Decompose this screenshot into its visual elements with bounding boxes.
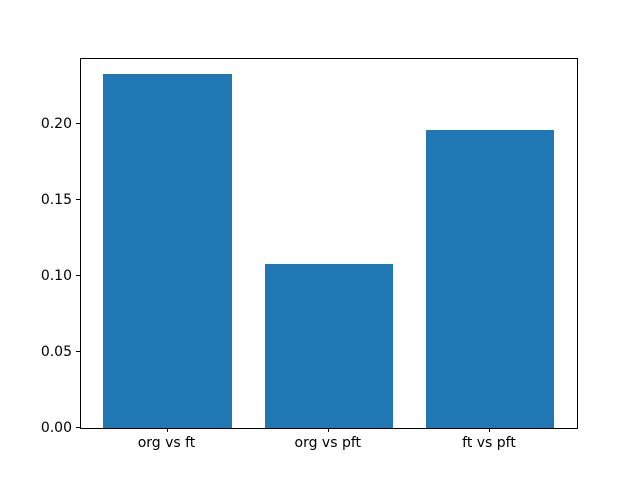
y-tick-label: 0.20 [40,115,72,132]
y-tick-label: 0.15 [40,191,72,208]
x-tick-mark [166,428,168,432]
y-tick-label: 0.00 [40,419,72,436]
bar-ft-vs-pft [425,130,554,428]
x-tick-mark [327,428,329,432]
plot-area [80,58,578,429]
y-tick-mark [76,427,80,428]
bar-org-vs-pft [264,263,393,428]
y-tick-mark [76,275,80,277]
x-tick-mark [489,428,490,432]
bar-org-vs-ft [103,73,232,428]
y-tick-mark [76,351,80,352]
x-tick-label: ft vs pft [462,435,516,451]
y-tick-label: 0.10 [40,267,72,284]
y-tick-mark [76,123,80,125]
y-tick-mark [76,199,80,201]
y-tick-label: 0.05 [40,343,72,360]
x-tick-label: org vs pft [294,435,362,451]
x-tick-label: org vs ft [137,435,196,451]
